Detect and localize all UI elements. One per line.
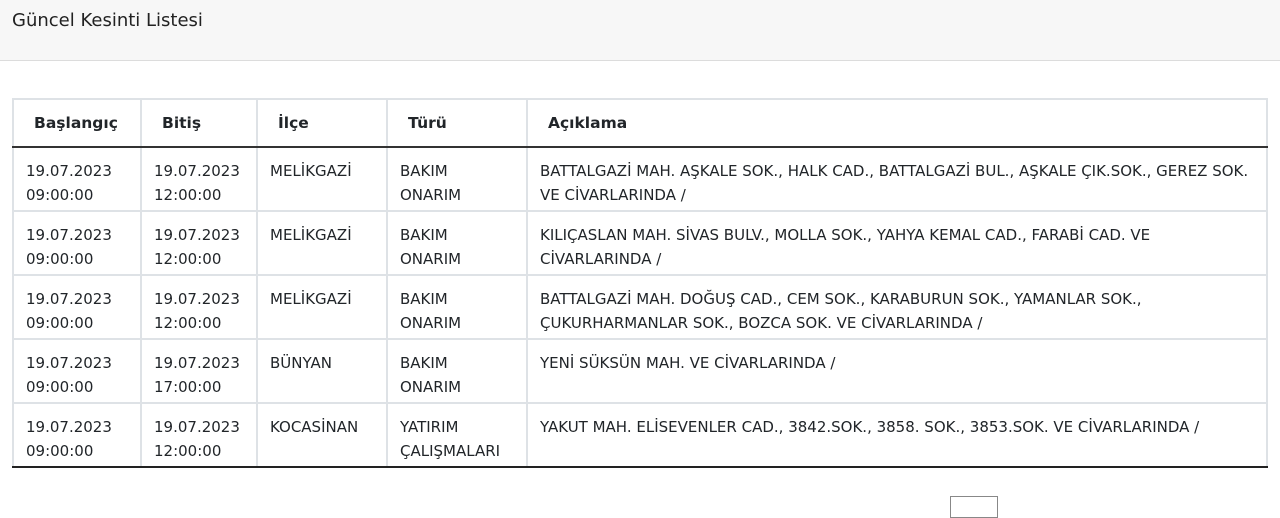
end-time: 12:00:00	[154, 186, 222, 204]
end-date: 19.07.2023	[154, 290, 240, 308]
start-time: 09:00:00	[26, 314, 94, 332]
start-cell: 19.07.2023 09:00:00	[12, 146, 142, 212]
start-date: 19.07.2023	[26, 226, 112, 244]
description-cell: YENİ SÜKSÜN MAH. VE CİVARLARINDA /	[526, 338, 1268, 404]
description-cell: YAKUT MAH. ELİSEVENLER CAD., 3842.SOK., …	[526, 402, 1268, 468]
type-line-2: ONARIM	[400, 250, 462, 268]
start-date: 19.07.2023	[26, 162, 112, 180]
start-time: 09:00:00	[26, 250, 94, 268]
description-cell: BATTALGAZİ MAH. DOĞUŞ CAD., CEM SOK., KA…	[526, 274, 1268, 340]
start-time: 09:00:00	[26, 442, 94, 460]
start-cell: 19.07.2023 09:00:00	[12, 402, 142, 468]
table-row: 19.07.2023 09:00:00 19.07.2023 12:00:00 MELİ…	[12, 210, 1268, 276]
type-cell: BAKIM ONARIM	[386, 146, 528, 212]
end-date: 19.07.2023	[154, 354, 240, 372]
page-title: Güncel Kesinti Listesi	[12, 10, 203, 31]
table-header-row: Başlangıç Bitiş İlçe Türü Açıklama	[12, 98, 1268, 148]
end-time: 17:00:00	[154, 378, 222, 396]
type-line-2: ÇALIŞMALARI	[400, 442, 501, 460]
type-line-1: BAKIM	[400, 354, 448, 372]
start-cell: 19.07.2023 09:00:00	[12, 274, 142, 340]
description-cell: KILIÇASLAN MAH. SİVAS BULV., MOLLA SOK.,…	[526, 210, 1268, 276]
start-cell: 19.07.2023 09:00:00	[12, 210, 142, 276]
start-cell: 19.07.2023 09:00:00	[12, 338, 142, 404]
page-header: Güncel Kesinti Listesi	[0, 0, 1280, 61]
type-line-1: BAKIM	[400, 162, 448, 180]
district-cell: MELİKGAZİ	[256, 274, 388, 340]
type-cell: YATIRIM ÇALIŞMALARI	[386, 402, 528, 468]
district-cell: BÜNYAN	[256, 338, 388, 404]
type-line-2: ONARIM	[400, 378, 462, 396]
type-line-2: ONARIM	[400, 186, 462, 204]
end-cell: 19.07.2023 12:00:00	[140, 274, 258, 340]
end-cell: 19.07.2023 12:00:00	[140, 402, 258, 468]
column-header-end: Bitiş	[140, 98, 258, 148]
district-cell: MELİKGAZİ	[256, 146, 388, 212]
table-row: 19.07.2023 09:00:00 19.07.2023 17:00:00 BÜNY…	[12, 338, 1268, 404]
start-time: 09:00:00	[26, 378, 94, 396]
start-date: 19.07.2023	[26, 418, 112, 436]
end-cell: 19.07.2023 17:00:00	[140, 338, 258, 404]
table-row: 19.07.2023 09:00:00 19.07.2023 12:00:00 MELİ…	[12, 274, 1268, 340]
district-cell: MELİKGAZİ	[256, 210, 388, 276]
type-line-1: YATIRIM	[400, 418, 459, 436]
type-cell: BAKIM ONARIM	[386, 338, 528, 404]
pagination-control[interactable]	[950, 496, 998, 518]
end-date: 19.07.2023	[154, 162, 240, 180]
type-line-2: ONARIM	[400, 314, 462, 332]
start-time: 09:00:00	[26, 186, 94, 204]
type-line-1: BAKIM	[400, 226, 448, 244]
start-date: 19.07.2023	[26, 290, 112, 308]
table-row: 19.07.2023 09:00:00 19.07.2023 12:00:00 MELİ…	[12, 146, 1268, 212]
column-header-start: Başlangıç	[12, 98, 142, 148]
end-time: 12:00:00	[154, 442, 222, 460]
description-cell: BATTALGAZİ MAH. AŞKALE SOK., HALK CAD., …	[526, 146, 1268, 212]
end-time: 12:00:00	[154, 250, 222, 268]
end-cell: 19.07.2023 12:00:00	[140, 210, 258, 276]
table-row: 19.07.2023 09:00:00 19.07.2023 12:00:00 KOCA…	[12, 402, 1268, 468]
end-time: 12:00:00	[154, 314, 222, 332]
end-date: 19.07.2023	[154, 418, 240, 436]
column-header-description: Açıklama	[526, 98, 1268, 148]
column-header-type: Türü	[386, 98, 528, 148]
type-line-1: BAKIM	[400, 290, 448, 308]
outage-table: Başlangıç Bitiş İlçe Türü Açıklama 19.07…	[12, 98, 1268, 468]
type-cell: BAKIM ONARIM	[386, 274, 528, 340]
type-cell: BAKIM ONARIM	[386, 210, 528, 276]
column-header-district: İlçe	[256, 98, 388, 148]
end-date: 19.07.2023	[154, 226, 240, 244]
start-date: 19.07.2023	[26, 354, 112, 372]
district-cell: KOCASİNAN	[256, 402, 388, 468]
end-cell: 19.07.2023 12:00:00	[140, 146, 258, 212]
